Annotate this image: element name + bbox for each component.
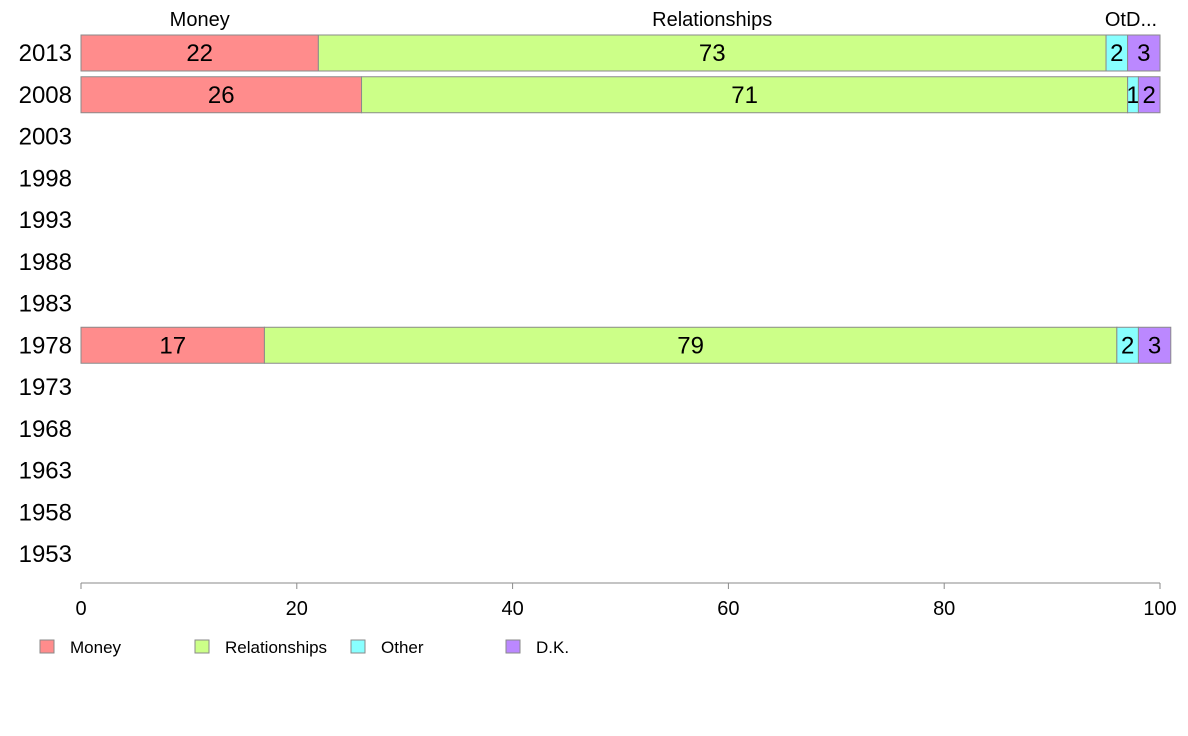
data-label-money-2013: 22 bbox=[186, 40, 213, 67]
bar-relationships-2008 bbox=[361, 76, 1129, 114]
legend-swatch-relationships bbox=[194, 639, 210, 654]
bar-d-k-2013 bbox=[1127, 34, 1161, 72]
data-label-other-2008: 1 bbox=[1126, 82, 1139, 109]
data-label-d-k-1978: 3 bbox=[1148, 332, 1161, 359]
y-tick-label-1963: 1963 bbox=[19, 458, 72, 485]
legend: Money Relationships Other D.K. bbox=[39, 638, 569, 657]
legend-swatch-d-k bbox=[505, 639, 521, 654]
x-tick-label-20: 20 bbox=[286, 598, 308, 620]
x-tick-label-100: 100 bbox=[1143, 598, 1176, 620]
legend-swatch-other bbox=[350, 639, 366, 654]
data-label-money-1978: 17 bbox=[159, 332, 186, 359]
legend-label-money: Money bbox=[70, 638, 122, 657]
x-tick-label-60: 60 bbox=[717, 598, 739, 620]
y-tick-label-1958: 1958 bbox=[19, 499, 72, 526]
y-tick-label-1983: 1983 bbox=[19, 291, 72, 318]
bar-money-1978 bbox=[80, 326, 265, 364]
top-label-relationships: Relationships bbox=[652, 9, 772, 31]
bar-money-2008 bbox=[80, 76, 363, 114]
data-label-relationships-1978: 79 bbox=[677, 332, 704, 359]
legend-label-other: Other bbox=[381, 638, 424, 657]
x-tick-label-80: 80 bbox=[933, 598, 955, 620]
data-label-other-1978: 2 bbox=[1121, 332, 1134, 359]
top-series-labels: Money Relationships Ot D... bbox=[170, 9, 1157, 31]
data-label-d-k-2013: 3 bbox=[1137, 40, 1150, 67]
bar-d-k-2008 bbox=[1137, 76, 1161, 114]
x-tick-label-40: 40 bbox=[501, 598, 523, 620]
y-tick-label-1988: 1988 bbox=[19, 249, 72, 276]
y-axis: 2013 2008 2003 1998 1993 1988 1983 1978 1973 1968… bbox=[19, 40, 72, 568]
top-label-other: Ot bbox=[1105, 9, 1127, 31]
bars-layer: 22 73 2 326 71 1 217 79 2 3 bbox=[80, 34, 1172, 364]
y-tick-label-2003: 2003 bbox=[19, 124, 72, 151]
bar-money-2013 bbox=[80, 34, 319, 72]
y-tick-label-1968: 1968 bbox=[19, 416, 72, 443]
y-tick-label-2008: 2008 bbox=[19, 82, 72, 109]
data-label-relationships-2008: 71 bbox=[731, 82, 758, 109]
legend-swatch-money bbox=[39, 639, 55, 654]
legend-label-d-k: D.K. bbox=[536, 638, 569, 657]
legend-label-relationships: Relationships bbox=[225, 638, 327, 657]
top-label-d-k: D... bbox=[1126, 9, 1157, 31]
y-tick-label-1998: 1998 bbox=[19, 165, 72, 192]
x-tick-label-0: 0 bbox=[75, 598, 86, 620]
y-tick-label-1973: 1973 bbox=[19, 374, 72, 401]
y-tick-label-1953: 1953 bbox=[19, 541, 72, 568]
bar-relationships-2013 bbox=[317, 34, 1107, 72]
y-tick-label-1978: 1978 bbox=[19, 332, 72, 359]
data-label-other-2013: 2 bbox=[1110, 40, 1123, 67]
data-label-relationships-2013: 73 bbox=[699, 40, 726, 67]
y-tick-label-1993: 1993 bbox=[19, 207, 72, 234]
bar-relationships-1978 bbox=[263, 326, 1118, 364]
data-label-money-2008: 26 bbox=[208, 82, 235, 109]
bar-d-k-1978 bbox=[1137, 326, 1172, 364]
y-tick-label-2013: 2013 bbox=[19, 40, 72, 67]
x-axis: 0 20 40 60 80 100 bbox=[75, 582, 1177, 620]
top-label-money: Money bbox=[170, 9, 230, 31]
data-label-d-k-2008: 2 bbox=[1143, 82, 1156, 109]
